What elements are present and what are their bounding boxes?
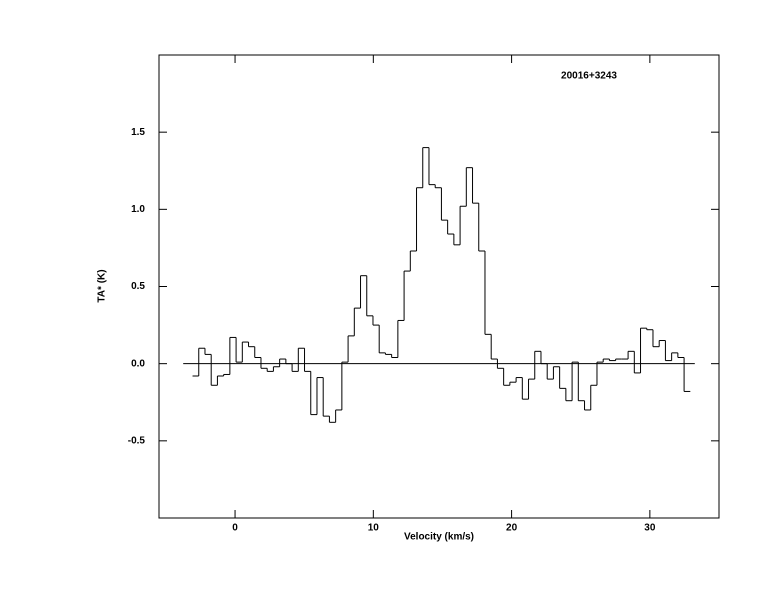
plot-frame [158,54,720,519]
y-tick-label: 0.0 [131,358,145,369]
x-tick-label: 20 [506,523,518,534]
y-tick-label: 0.5 [131,281,145,292]
y-axis-label: TA* (K) [97,269,108,302]
x-tick-label: 0 [232,523,238,534]
x-tick-label: 10 [368,523,380,534]
y-tick-label: 1.0 [131,204,145,215]
y-tick-label: 1.5 [131,127,145,138]
chart-title: 20016+3243 [561,71,617,82]
y-tick-label: -0.5 [128,435,146,446]
x-tick-label: 30 [644,523,656,534]
x-axis-label: Velocity (km/s) [404,532,474,543]
